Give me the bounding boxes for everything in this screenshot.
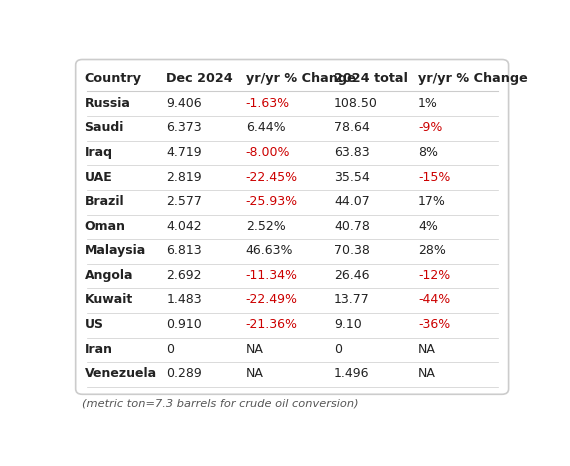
Text: -11.34%: -11.34% [246, 269, 298, 282]
Text: 4.719: 4.719 [166, 146, 202, 159]
Text: 2.692: 2.692 [166, 269, 202, 282]
Text: 44.07: 44.07 [334, 195, 370, 208]
Text: NA: NA [418, 367, 436, 380]
Text: 2.52%: 2.52% [246, 219, 286, 233]
FancyBboxPatch shape [76, 60, 508, 394]
Text: 6.373: 6.373 [166, 121, 202, 134]
Text: 40.78: 40.78 [334, 219, 370, 233]
Text: 78.64: 78.64 [334, 121, 370, 134]
Text: 0: 0 [334, 343, 342, 356]
Text: -12%: -12% [418, 269, 450, 282]
Text: -22.45%: -22.45% [246, 171, 298, 184]
Text: NA: NA [418, 343, 436, 356]
Text: Dec 2024: Dec 2024 [166, 72, 233, 85]
Text: 4%: 4% [418, 219, 438, 233]
Text: -8.00%: -8.00% [246, 146, 290, 159]
Text: Russia: Russia [84, 97, 131, 110]
Text: 28%: 28% [418, 244, 446, 257]
Text: Kuwait: Kuwait [84, 294, 133, 307]
Text: 1.483: 1.483 [166, 294, 202, 307]
Text: Iraq: Iraq [84, 146, 112, 159]
Text: Iran: Iran [84, 343, 112, 356]
Text: Country: Country [84, 72, 141, 85]
Text: 4.042: 4.042 [166, 219, 202, 233]
Text: -1.63%: -1.63% [246, 97, 290, 110]
Text: 1.496: 1.496 [334, 367, 369, 380]
Text: UAE: UAE [84, 171, 112, 184]
Text: Angola: Angola [84, 269, 133, 282]
Text: Venezuela: Venezuela [84, 367, 157, 380]
Text: NA: NA [246, 367, 263, 380]
Text: 9.10: 9.10 [334, 318, 362, 331]
Text: 0: 0 [166, 343, 174, 356]
Text: -21.36%: -21.36% [246, 318, 298, 331]
Text: -22.49%: -22.49% [246, 294, 298, 307]
Text: 9.406: 9.406 [166, 97, 202, 110]
Text: -15%: -15% [418, 171, 450, 184]
Text: Brazil: Brazil [84, 195, 124, 208]
Text: -9%: -9% [418, 121, 442, 134]
Text: -36%: -36% [418, 318, 450, 331]
Text: 6.813: 6.813 [166, 244, 202, 257]
Text: Saudi: Saudi [84, 121, 124, 134]
Text: 26.46: 26.46 [334, 269, 369, 282]
Text: -25.93%: -25.93% [246, 195, 298, 208]
Text: US: US [84, 318, 104, 331]
Text: 6.44%: 6.44% [246, 121, 286, 134]
Text: yr/yr % Change: yr/yr % Change [246, 72, 356, 85]
Text: 13.77: 13.77 [334, 294, 370, 307]
Text: NA: NA [246, 343, 263, 356]
Text: 1%: 1% [418, 97, 438, 110]
Text: 2.577: 2.577 [166, 195, 202, 208]
Text: 63.83: 63.83 [334, 146, 370, 159]
Text: 108.50: 108.50 [334, 97, 378, 110]
Text: -44%: -44% [418, 294, 450, 307]
Text: Oman: Oman [84, 219, 125, 233]
Text: 46.63%: 46.63% [246, 244, 293, 257]
Text: 0.910: 0.910 [166, 318, 202, 331]
Text: 17%: 17% [418, 195, 446, 208]
Text: Malaysia: Malaysia [84, 244, 146, 257]
Text: 8%: 8% [418, 146, 438, 159]
Text: 35.54: 35.54 [334, 171, 370, 184]
Text: 0.289: 0.289 [166, 367, 202, 380]
Text: 2024 total: 2024 total [334, 72, 408, 85]
Text: (metric ton=7.3 barrels for crude oil conversion): (metric ton=7.3 barrels for crude oil co… [82, 399, 359, 409]
Text: yr/yr % Change: yr/yr % Change [418, 72, 528, 85]
Text: 2.819: 2.819 [166, 171, 202, 184]
Text: 70.38: 70.38 [334, 244, 370, 257]
